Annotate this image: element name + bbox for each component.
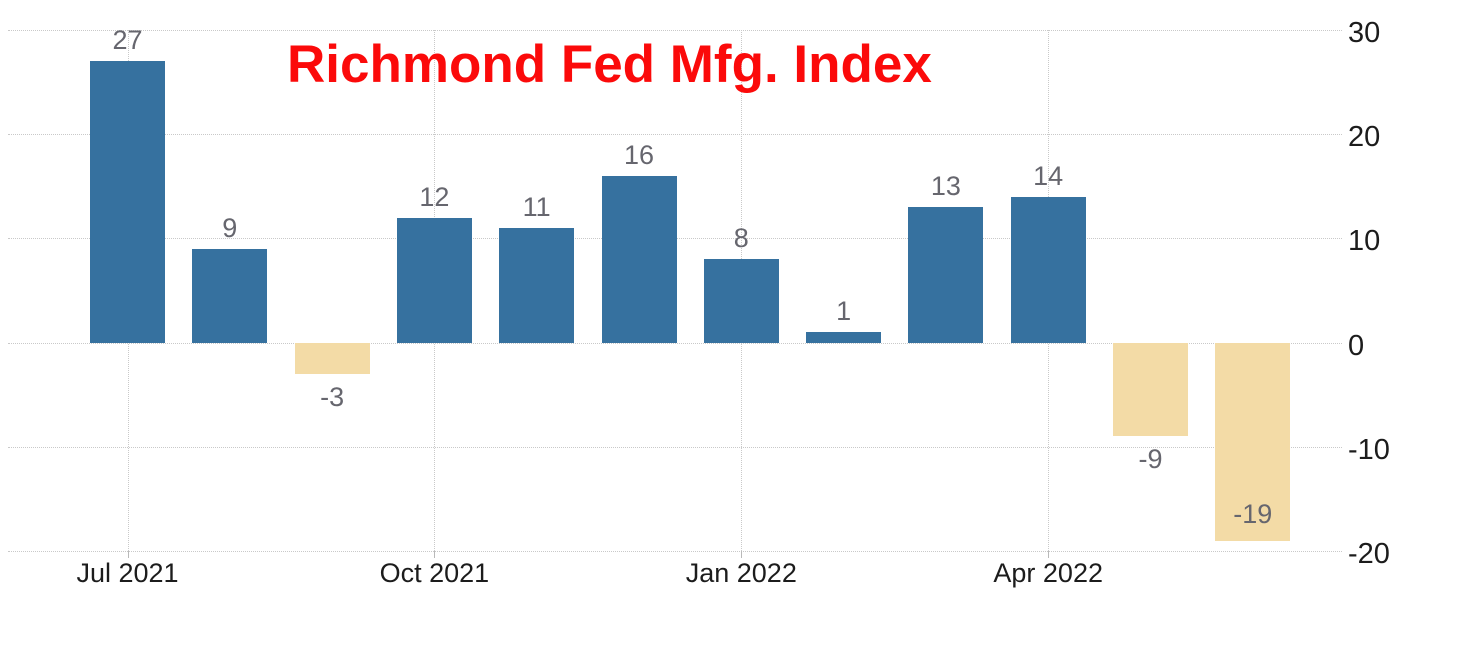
y-axis-label: 0 xyxy=(1348,329,1365,362)
bar-may-2022[interactable] xyxy=(1113,342,1188,437)
y-axis-label: -20 xyxy=(1348,538,1390,570)
value-label: -3 xyxy=(320,381,345,412)
value-label: 13 xyxy=(930,171,961,202)
y-axis-label: 20 xyxy=(1348,121,1381,154)
x-axis-label: Apr 2022 xyxy=(993,558,1103,588)
x-axis-label: Jul 2021 xyxy=(76,558,179,588)
value-label: 11 xyxy=(522,191,551,222)
h-gridline xyxy=(8,551,1342,552)
bar-nov-2021[interactable] xyxy=(499,227,575,343)
x-axis-tick xyxy=(127,551,129,558)
bar-jan-2022[interactable] xyxy=(703,259,779,343)
value-label: 14 xyxy=(1033,160,1064,191)
h-gridline xyxy=(8,342,1342,344)
value-label: -9 xyxy=(1138,444,1163,475)
h-gridline xyxy=(8,134,1342,136)
y-axis-label: -10 xyxy=(1348,433,1390,466)
x-axis-tick xyxy=(1048,551,1050,558)
y-axis-label: 10 xyxy=(1348,225,1381,258)
h-gridline xyxy=(8,446,1342,448)
bar-jun-2022[interactable] xyxy=(1215,342,1291,541)
value-label: 12 xyxy=(419,181,450,212)
footer: TICKMILL TRADINGECONOMICS.COM | FEDERAL … xyxy=(0,600,1476,664)
bar-aug-2021[interactable] xyxy=(192,248,268,343)
bar-dec-2021[interactable] xyxy=(601,175,677,343)
x-axis-label: Jan 2022 xyxy=(685,558,797,588)
bar-jul-2021[interactable] xyxy=(90,61,165,343)
value-label: 16 xyxy=(623,139,655,170)
h-gridline xyxy=(8,30,1342,31)
value-label: 8 xyxy=(733,223,749,254)
y-axis-label: 30 xyxy=(1348,17,1381,49)
bar-apr-2022[interactable] xyxy=(1010,196,1086,343)
bar-mar-2022[interactable] xyxy=(908,207,984,343)
value-label: 1 xyxy=(836,296,852,327)
bar-feb-2022[interactable] xyxy=(806,332,882,343)
bar-oct-2021[interactable] xyxy=(396,217,472,343)
value-label: -19 xyxy=(1233,498,1273,529)
x-axis-tick xyxy=(434,551,436,558)
bar-sep-2021[interactable] xyxy=(294,342,370,374)
value-label: 27 xyxy=(112,25,143,56)
x-axis-tick xyxy=(741,551,743,558)
value-label: 9 xyxy=(222,212,238,243)
chart-title: Richmond Fed Mfg. Index xyxy=(287,35,932,94)
x-axis-label: Oct 2021 xyxy=(379,558,490,588)
